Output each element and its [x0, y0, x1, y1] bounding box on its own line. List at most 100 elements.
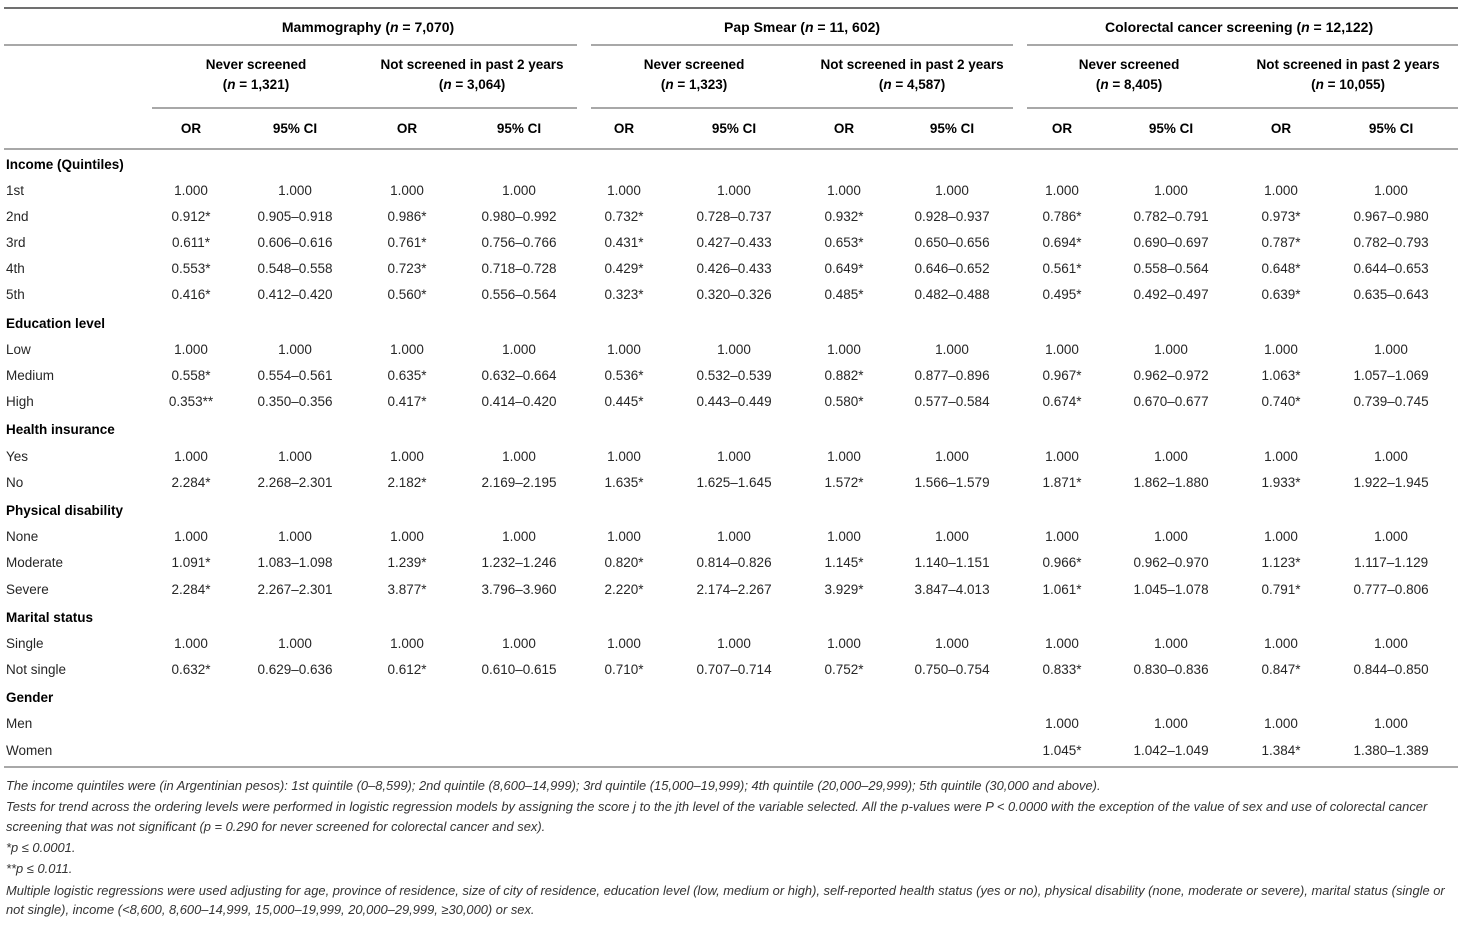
ci-value: 1.000 [502, 529, 536, 545]
ci-value: 0.635–0.643 [1353, 287, 1429, 303]
row-label: Men [6, 716, 33, 732]
or-value: 0.973* [1261, 208, 1301, 224]
footnote: The income quintiles were (in Argentinia… [6, 777, 1101, 793]
section-label: Physical disability [6, 502, 124, 518]
row-label: 2nd [6, 208, 29, 224]
ci-value: 1.000 [935, 529, 969, 545]
ci-value: 0.670–0.677 [1133, 394, 1209, 410]
or-value: 1.000 [390, 182, 424, 198]
or-value: 1.000 [390, 635, 424, 651]
subgroup-header-not-screened-2y: Not screened in past 2 years (n = 4,587) [804, 46, 1020, 109]
table-row: 4th 0.553* 0.548–0.558 0.723* 0.718–0.728 0.4… [4, 256, 1458, 282]
ci-header: 95% CI [230, 109, 360, 150]
or-value: 0.833* [1042, 662, 1082, 678]
or-value: 0.786* [1042, 208, 1082, 224]
ci-value: 1.000 [1374, 635, 1408, 651]
or-value: 1.933* [1261, 474, 1301, 490]
ci-header: 95% CI [1104, 109, 1239, 150]
or-value: 0.723* [387, 261, 427, 277]
or-value: 1.635* [604, 474, 644, 490]
section-row: Physical disability [4, 496, 1458, 524]
or-value: 1.091* [171, 555, 211, 571]
ci-value: 0.644–0.653 [1353, 261, 1429, 277]
or-value: 1.000 [1045, 341, 1079, 357]
or-value: 0.416* [171, 287, 211, 303]
ci-value: 1.000 [278, 635, 312, 651]
ci-value: 0.482–0.488 [914, 287, 990, 303]
or-value: 0.967* [1042, 368, 1082, 383]
ci-value: 0.606–0.616 [257, 235, 333, 251]
ci-value: 1.232–1.246 [481, 555, 557, 571]
group-header-row: Mammography (n = 7,070) Pap Smear (n = 1… [4, 7, 1459, 46]
or-value: 0.791* [1261, 581, 1301, 597]
or-value: 1.000 [1264, 182, 1298, 198]
stub-header [4, 7, 152, 46]
ci-value: 1.140–1.151 [914, 555, 990, 571]
ci-value: 1.000 [935, 341, 969, 357]
or-value: 0.561* [1042, 261, 1082, 277]
section-row: Marital status [4, 603, 1458, 631]
ci-value: 1.000 [1154, 448, 1188, 464]
or-value: 0.710* [604, 662, 644, 678]
section-label: Health insurance [6, 422, 115, 438]
table-row: Low 1.000 1.000 1.000 1.000 1.000 1.000 1.000 1.… [4, 337, 1458, 363]
or-value: 1.000 [174, 529, 208, 545]
ci-value: 1.000 [502, 635, 536, 651]
ci-value: 1.000 [1154, 716, 1188, 732]
or-value: 1.000 [390, 529, 424, 545]
ci-value: 0.962–0.970 [1133, 555, 1209, 571]
ci-value: 1.000 [717, 529, 751, 545]
ci-value: 0.844–0.850 [1353, 662, 1429, 678]
or-value: 1.000 [827, 182, 861, 198]
ci-value: 1.000 [502, 182, 536, 198]
or-value: 1.000 [607, 635, 641, 651]
ci-value: 1.000 [1374, 716, 1408, 732]
or-value: 0.986* [387, 208, 427, 224]
ci-value: 0.426–0.433 [696, 261, 772, 277]
or-value: 1.000 [607, 341, 641, 357]
or-value: 1.384* [1238, 738, 1325, 768]
or-header: OR [804, 109, 885, 150]
section-label: Gender [6, 690, 54, 706]
section-label: Marital status [6, 609, 94, 625]
or-value: 1.572* [824, 474, 864, 490]
or-header: OR [152, 109, 230, 150]
ci-value: 1.000 [717, 182, 751, 198]
ci-value: 0.728–0.737 [696, 208, 772, 224]
subgroup-header-never-screened: Never screened (n = 1,323) [584, 46, 805, 109]
row-label: Moderate [6, 555, 64, 571]
ci-value: 0.414–0.420 [481, 394, 557, 410]
or-value: 0.611* [171, 235, 211, 251]
or-value: 0.912* [171, 208, 211, 224]
or-value: 1.000 [607, 448, 641, 464]
results-table: Mammography (n = 7,070) Pap Smear (n = 1… [4, 7, 1459, 768]
table-row: 5th 0.416* 0.412–0.420 0.560* 0.556–0.564 0.3… [4, 282, 1458, 308]
table-body: Income (Quintiles) 1st 1.000 1.000 1.000 1.00… [4, 150, 1459, 768]
or-value [152, 711, 230, 737]
subgroup-n-count: (n = 1,323) [660, 77, 728, 93]
row-label: 3rd [6, 235, 26, 251]
ci-header: 95% CI [1324, 109, 1459, 150]
ci-value: 0.558–0.564 [1133, 261, 1209, 277]
ci-value: 1.566–1.579 [914, 474, 990, 490]
table-row: Men 1.000 1.000 1.000 1.000 [4, 711, 1458, 737]
ci-value: 1.000 [278, 448, 312, 464]
or-value: 3.929* [824, 581, 864, 597]
ci-value: 0.632–0.664 [481, 368, 557, 383]
ci-value: 0.350–0.356 [257, 394, 333, 410]
ci-value: 2.169–2.195 [481, 474, 557, 490]
or-value: 1.871* [1042, 474, 1082, 490]
or-header: OR [584, 109, 665, 150]
ci-value: 0.782–0.793 [1353, 235, 1429, 251]
or-value: 0.649* [824, 261, 864, 277]
or-value: 0.932* [824, 208, 864, 224]
section-label: Education level [6, 315, 106, 331]
subgroup-n-count: (n = 3,064) [438, 77, 506, 93]
ci-value: 0.427–0.433 [696, 235, 772, 251]
ci-value: 1.000 [1154, 529, 1188, 545]
ci-value: 1.083–1.098 [257, 555, 333, 571]
ci-header: 95% CI [454, 109, 585, 150]
ci-value: 1.380–1.389 [1324, 738, 1459, 768]
or-value [584, 738, 665, 768]
